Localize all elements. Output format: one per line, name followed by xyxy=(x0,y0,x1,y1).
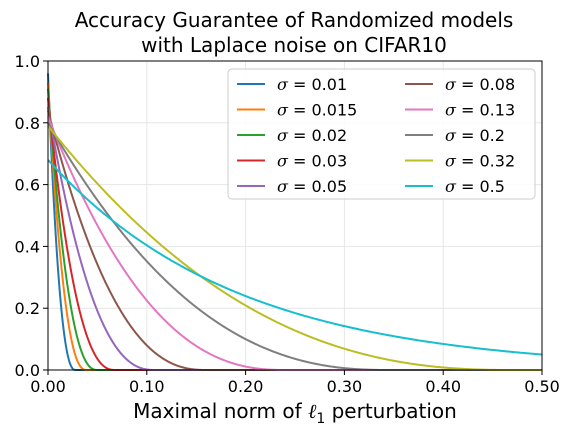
legend-entry-label: σ = 0.02 xyxy=(277,126,347,145)
x-tick-label: 0.30 xyxy=(327,377,363,396)
x-axis-label-suffix: perturbation xyxy=(325,399,457,423)
legend-entry-label: σ = 0.08 xyxy=(445,75,515,94)
x-tick-label: 0.50 xyxy=(524,377,560,396)
x-axis-label-symbol: ℓ xyxy=(308,399,317,423)
legend-entry-label: σ = 0.015 xyxy=(277,101,357,120)
legend-entry-label: σ = 0.01 xyxy=(277,75,347,94)
series-line-9 xyxy=(47,159,543,356)
legend-entry-label: σ = 0.05 xyxy=(277,177,347,196)
x-axis-label-subscript: 1 xyxy=(316,411,325,427)
series-line-0 xyxy=(47,73,542,371)
chart-title-line-1: Accuracy Guarantee of Randomized models xyxy=(75,8,514,32)
series-line-3 xyxy=(47,97,542,371)
series-line-4 xyxy=(47,107,542,371)
y-tick-label: 0.2 xyxy=(15,299,40,318)
legend-box xyxy=(227,68,536,200)
legend: σ = 0.01 σ = 0.015 σ = 0.02 σ = 0.03 σ = 0.0… xyxy=(227,68,536,200)
y-tick-label: 1.0 xyxy=(15,52,40,71)
legend-entry-label: σ = 0.2 xyxy=(445,126,505,145)
x-axis-label-prefix: Maximal norm of xyxy=(133,399,308,423)
y-tick-label: 0.4 xyxy=(15,237,40,256)
legend-entry-label: σ = 0.32 xyxy=(445,152,515,171)
legend-entry-label: σ = 0.13 xyxy=(445,101,515,120)
y-tick-label: 0.0 xyxy=(15,361,40,380)
series-line-5 xyxy=(47,110,542,371)
x-tick-label: 0.40 xyxy=(425,377,461,396)
y-tick-label: 0.6 xyxy=(15,176,40,195)
series-line-6 xyxy=(47,116,542,371)
x-tick-label: 0.20 xyxy=(228,377,264,396)
series-lines xyxy=(47,73,543,371)
x-tick-label: 0.10 xyxy=(129,377,165,396)
x-axis-label: Maximal norm of ℓ1 perturbation xyxy=(133,399,457,427)
legend-entry-label: σ = 0.03 xyxy=(277,152,347,171)
plot-frame xyxy=(47,60,543,371)
series-line-1 xyxy=(47,82,542,371)
y-tick-label: 0.8 xyxy=(15,114,40,133)
chart-title-line-2: with Laplace noise on CIFAR10 xyxy=(141,33,447,57)
legend-entry-label: σ = 0.5 xyxy=(445,177,505,196)
series-line-8 xyxy=(47,125,542,371)
series-line-7 xyxy=(47,122,542,371)
series-line-2 xyxy=(47,88,542,371)
ticks: 0.00 0.10 0.20 0.30 0.40 0.50 0.0 0.2 0.4 0.6 0.8 1… xyxy=(15,52,560,396)
x-tick-label: 0.00 xyxy=(30,377,66,396)
